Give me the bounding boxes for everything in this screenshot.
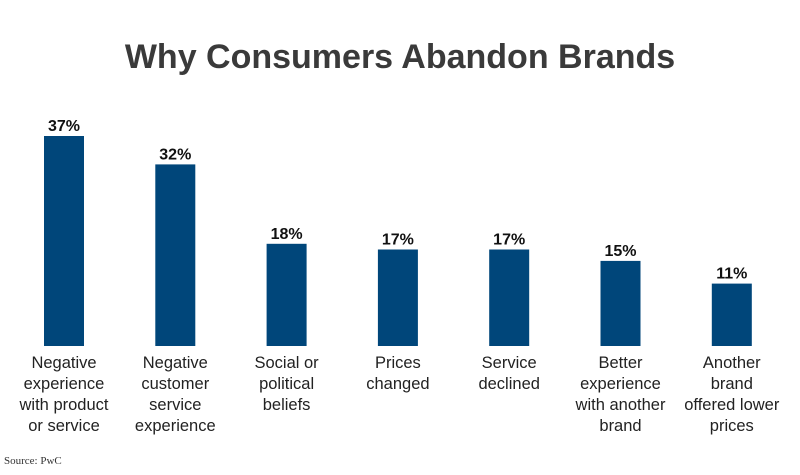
bars-group (44, 136, 752, 346)
category-label: Prices changed (366, 354, 429, 393)
category-label: Better experience with another brand (575, 354, 666, 435)
category-label-line: service (149, 396, 201, 414)
value-label: 15% (604, 243, 636, 260)
category-label-line: beliefs (263, 396, 311, 414)
category-label-line: Service (482, 354, 537, 372)
bar (44, 136, 84, 346)
value-label: 17% (493, 232, 525, 249)
category-label: Social or political beliefs (254, 354, 319, 414)
category-label-line: Better (598, 354, 643, 372)
bar (377, 249, 418, 346)
category-label-line: Social or (254, 354, 319, 372)
value-label: 37% (48, 118, 80, 135)
value-label: 11% (716, 266, 747, 283)
category-label-line: with product (19, 396, 109, 414)
category-label-line: or service (28, 417, 100, 435)
category-label: Negative experience with product or service (19, 354, 109, 435)
category-label-line: Prices (375, 354, 421, 372)
category-label-line: experience (580, 375, 661, 393)
value-labels-group: 37% 32% 18% 17% 17% 15% 11% (48, 118, 747, 283)
category-label-line: customer (141, 375, 209, 393)
category-label-line: changed (366, 375, 429, 393)
category-label-line: Negative (143, 354, 208, 372)
category-label-line: experience (24, 375, 105, 393)
category-labels-group: Negative experience with product or service… (19, 354, 780, 435)
bar (600, 260, 641, 346)
category-label-line: offered lower (684, 396, 780, 414)
category-label-line: Negative (31, 354, 96, 372)
bar (266, 243, 307, 346)
value-label: 32% (159, 146, 191, 163)
category-label-line: political (259, 375, 314, 393)
category-label-line: with another (575, 396, 666, 414)
category-label-line: prices (710, 417, 754, 435)
category-label: Service declined (478, 354, 539, 393)
category-label-line: declined (478, 375, 539, 393)
category-label: Negative customer service experience (135, 354, 216, 435)
category-label-line: experience (135, 417, 216, 435)
bar (489, 249, 530, 346)
category-label-line: brand (711, 375, 753, 393)
chart-title: Why Consumers Abandon Brands (125, 38, 675, 76)
source-note: Source: PwC (4, 455, 62, 467)
category-label-line: brand (599, 417, 641, 435)
value-label: 18% (271, 226, 303, 243)
bar (711, 283, 752, 346)
bar (155, 164, 196, 346)
category-label-line: Another (703, 354, 761, 372)
category-label: Another brand offered lower prices (684, 354, 780, 435)
value-label: 17% (382, 232, 414, 249)
